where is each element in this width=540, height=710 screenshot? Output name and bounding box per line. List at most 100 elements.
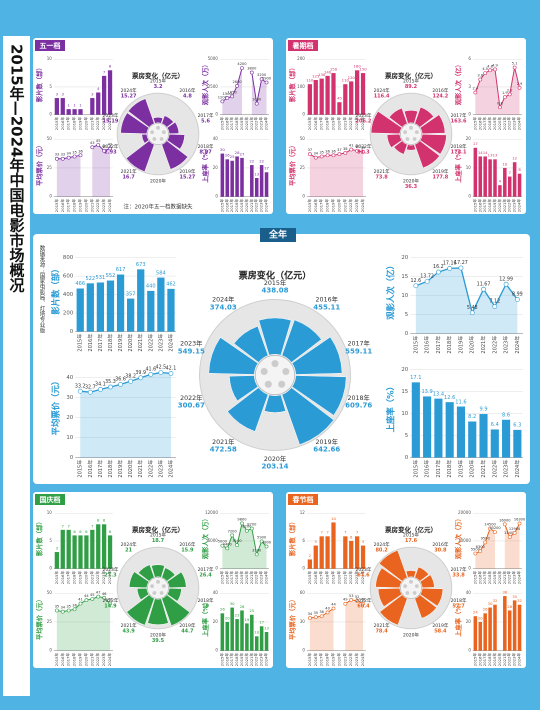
rose-value: 549.15 (178, 347, 205, 355)
value-label: 357 (126, 291, 136, 297)
y-tick-label: 0 (302, 194, 305, 199)
bar (96, 92, 101, 115)
x-tick-label: 2021年 (249, 571, 254, 585)
point (517, 86, 522, 90)
x-tick-label: 2016年 (87, 460, 94, 478)
rose-petal (375, 567, 403, 588)
value-label: 38 (343, 147, 348, 151)
rose-value: 91.3 (357, 149, 370, 155)
x-tick-label: 2020年 (497, 653, 502, 667)
x-tick-label: 2019年 (492, 117, 497, 131)
value-label: 40 (355, 145, 360, 149)
rose-value: 559.11 (345, 347, 372, 355)
value-label: 36 (331, 149, 336, 153)
x-tick-label: 2023年 (259, 653, 264, 667)
rose-year: 2020年 (403, 632, 419, 639)
rose-value: 15.9 (181, 548, 194, 554)
point (488, 526, 492, 531)
hub-hole (409, 125, 413, 130)
value-label: 140 (324, 69, 332, 74)
x-tick-label: 2015年 (219, 571, 224, 585)
rose-value: 374.03 (210, 303, 237, 311)
x-tick-label: 2015年 (54, 653, 59, 667)
x-tick-label: 2021年 (342, 199, 347, 213)
title-strip (3, 36, 30, 696)
point (240, 521, 244, 526)
hub-hole (409, 579, 413, 584)
y-tick-label: 0 (49, 648, 52, 653)
value-label: 4.9 (492, 63, 498, 67)
y-tick-label: 0 (49, 194, 52, 199)
x-tick-label: 2017年 (319, 199, 324, 213)
value-label: 5500 (471, 547, 481, 551)
rose-year: 2018年 (348, 393, 370, 402)
x-tick-label: 2016年 (60, 653, 65, 667)
value-label: 7 (320, 530, 323, 535)
x-tick-label: 2017年 (229, 117, 234, 131)
point (458, 265, 464, 271)
x-tick-label: 2022年 (95, 117, 100, 131)
rose-value: 58.4 (434, 628, 447, 634)
x-tick-label: 2024年 (264, 571, 269, 585)
rose-value: 15.27 (179, 174, 195, 180)
value-label: 17 (264, 166, 269, 171)
x-tick-label: 2021年 (249, 653, 254, 667)
bar (411, 382, 420, 458)
rose-year: 2024年 (374, 87, 390, 94)
x-tick-label: 2024年 (264, 653, 269, 667)
value-label: 35 (66, 604, 71, 608)
value-label: 13.9 (421, 389, 432, 395)
bar (478, 621, 483, 651)
x-tick-label: 2024年 (514, 460, 521, 478)
value-label: 8.99 (512, 292, 523, 298)
rose-petal (166, 571, 187, 588)
bar (473, 147, 478, 197)
x-tick-label: 2018年 (72, 653, 77, 667)
hub-hole (405, 137, 410, 141)
y-tick-label: 0 (215, 194, 218, 199)
hub-hole (412, 137, 417, 141)
value-label: 6 (85, 529, 88, 534)
value-label: 2900 (262, 76, 272, 80)
rose-value: 300.67 (178, 402, 205, 410)
value-label: 17.1 (410, 375, 421, 381)
value-label: 440 (146, 284, 156, 290)
rose-year: 2015年 (403, 78, 419, 85)
bar (86, 283, 94, 332)
x-tick-label: 2019年 (77, 199, 82, 213)
value-label: 1.9 (502, 91, 508, 95)
value-label: 53 (349, 594, 354, 598)
y-tick-label: 40 (213, 590, 219, 595)
point (349, 598, 354, 602)
x-tick-label: 2022年 (95, 653, 100, 667)
value-label: 1200 (218, 95, 228, 99)
point (319, 614, 324, 619)
rose-petal (126, 594, 155, 626)
y-tick-label: 0 (215, 112, 218, 117)
x-tick-label: 2017年 (66, 571, 71, 585)
value-label: 584 (156, 270, 166, 276)
value-label: 17.16 (443, 260, 457, 266)
area (415, 267, 518, 334)
x-tick-label: 2024年 (517, 653, 522, 667)
value-label: 34.1 (95, 382, 106, 388)
x-tick-label: 2016年 (477, 117, 482, 131)
hub-hole (159, 137, 164, 141)
x-tick-label: 2021年 (502, 653, 507, 667)
value-label: 33 (60, 153, 65, 157)
x-tick-label: 2022年 (348, 653, 353, 667)
value-label: 1650 (228, 90, 238, 94)
point (488, 68, 492, 73)
y-tick-label: 0 (405, 331, 409, 337)
x-tick-label: 2019年 (457, 336, 464, 354)
rose-value: 177.8 (432, 174, 448, 180)
x-tick-label: 2021年 (502, 199, 507, 213)
value-label: 10 (331, 516, 336, 521)
point (96, 594, 101, 599)
x-tick-label: 2023年 (512, 199, 517, 213)
value-label: 673 (136, 262, 146, 268)
x-tick-label: 2015年 (219, 117, 224, 131)
y-tick-label: 0 (215, 566, 218, 571)
x-tick-label: 2021年 (89, 117, 94, 131)
bar (72, 535, 77, 569)
